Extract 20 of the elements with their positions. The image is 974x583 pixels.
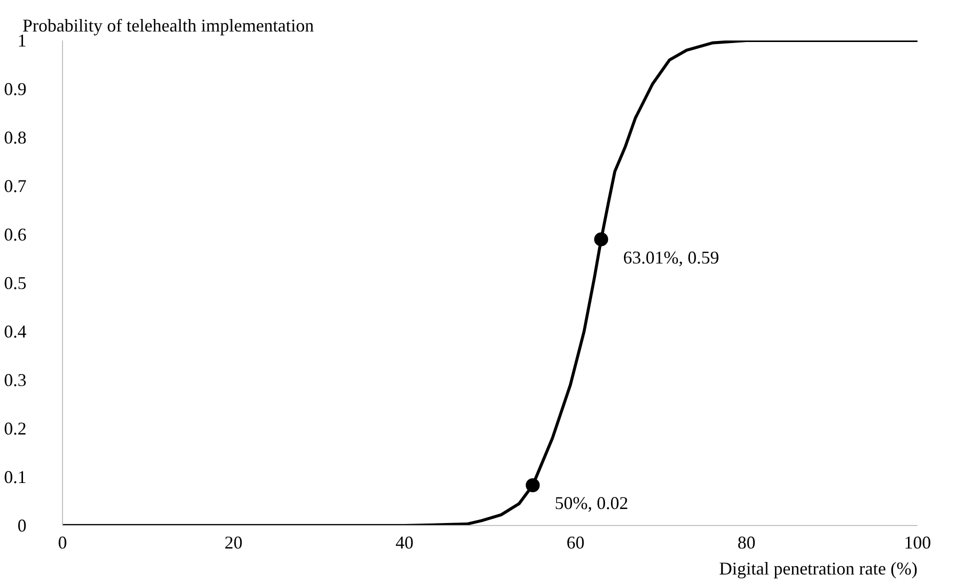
x-tick-label: 60: [566, 532, 584, 552]
y-tick-label: 0.8: [4, 128, 26, 148]
y-tick-label: 0.9: [4, 79, 26, 99]
x-tick-label: 80: [738, 532, 756, 552]
x-tick-label: 100: [904, 532, 931, 552]
x-tick-label: 0: [58, 532, 67, 552]
y-tick-label: 0: [18, 516, 26, 536]
y-tick-label: 0.5: [4, 273, 26, 293]
y-tick-label: 0.6: [4, 224, 26, 244]
x-tick-label: 20: [224, 532, 242, 552]
x-axis-title: Digital penetration rate (%): [719, 558, 918, 578]
annotation: 50%, 0.02: [554, 493, 628, 514]
annotation: 63.01%, 0.59: [623, 247, 720, 268]
y-tick-label: 0.3: [4, 370, 26, 390]
y-tick-label: 0.1: [4, 467, 26, 487]
y-tick-label: 0.2: [4, 418, 26, 438]
x-tick-label: 40: [396, 532, 414, 552]
line-series: [62, 40, 918, 526]
y-tick-label: 0.4: [4, 322, 26, 342]
y-tick-label: 0.7: [4, 176, 26, 196]
